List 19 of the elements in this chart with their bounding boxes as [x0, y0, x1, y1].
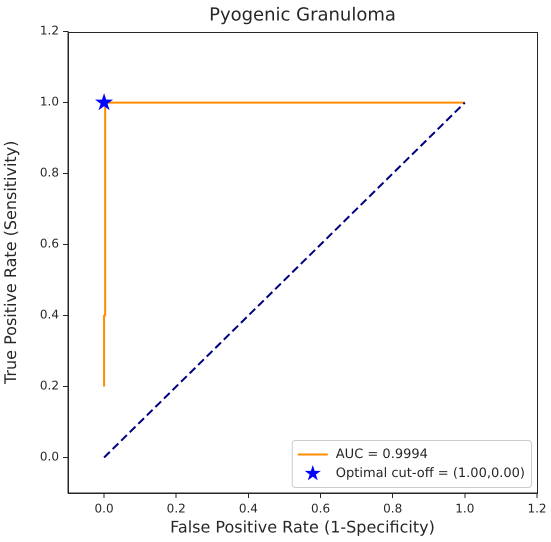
- x-tick-label: 1.2: [527, 501, 547, 516]
- y-tick-label: 1.0: [40, 94, 59, 109]
- y-tick-label: 0.4: [40, 308, 59, 322]
- y-axis-title: True Positive Rate (Sensitivity): [0, 140, 20, 385]
- x-tick-label: 0.4: [238, 501, 258, 516]
- y-tick-label: 0.8: [40, 166, 59, 180]
- x-tick-label: 0.0: [94, 501, 114, 516]
- x-tick-label: 0.2: [166, 501, 186, 516]
- x-tick-label: 0.6: [310, 501, 330, 516]
- y-tick-label: 0.0: [40, 450, 59, 464]
- y-tick-label: 0.6: [40, 236, 59, 251]
- y-tick-label: 0.2: [40, 378, 59, 393]
- x-tick-label: 0.8: [383, 501, 402, 516]
- legend-label: Optimal cut-off = (1.00,0.00): [336, 466, 525, 481]
- legend-label: AUC = 0.9994: [336, 446, 428, 462]
- y-tick-label: 1.2: [40, 24, 59, 38]
- x-tick-label: 1.0: [455, 501, 474, 516]
- x-axis-title: False Positive Rate (1-Specificity): [170, 518, 435, 537]
- chart-title: Pyogenic Granuloma: [209, 4, 396, 26]
